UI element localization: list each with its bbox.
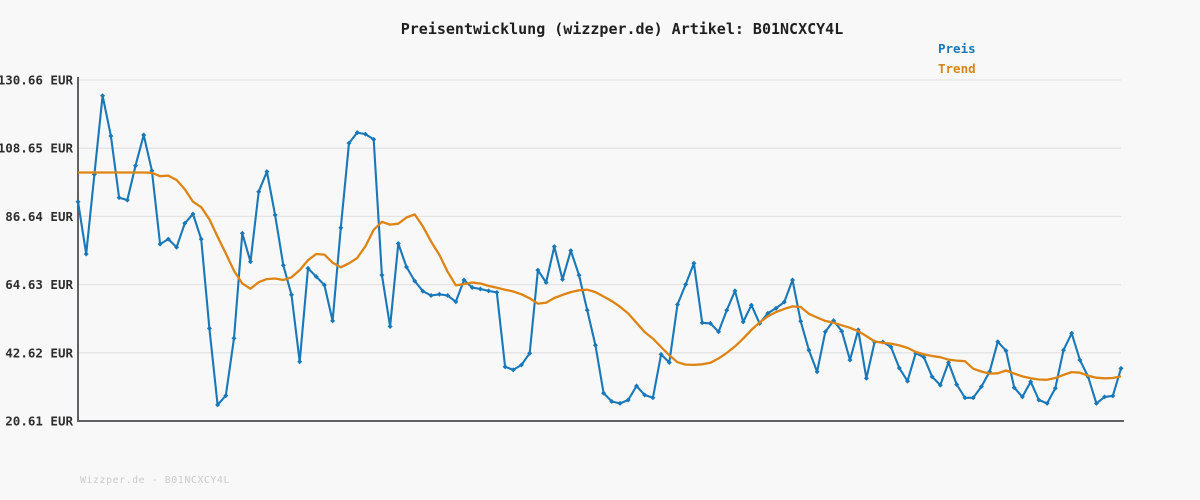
price-line [76,94,1123,406]
y-tick-label: 130.66 EUR [0,73,73,88]
trend-line [78,171,1122,381]
y-tick-label: 108.65 EUR [0,141,73,156]
y-tick-label: 86.64 EUR [5,209,73,224]
watermark-text: Wizzper.de - B01NCXCY4L [80,475,230,486]
y-tick-label: 42.62 EUR [5,345,73,360]
y-tick-label: 20.61 EUR [5,414,73,429]
price-markers [75,93,1124,408]
legend-item-trend: Trend [938,61,976,76]
chart-title: Preisentwicklung (wizzper.de) Artikel: B… [400,20,844,38]
y-tick-label: 64.63 EUR [5,277,73,292]
legend-item-preis: Preis [938,41,976,56]
legend: Preis Trend [938,39,976,79]
